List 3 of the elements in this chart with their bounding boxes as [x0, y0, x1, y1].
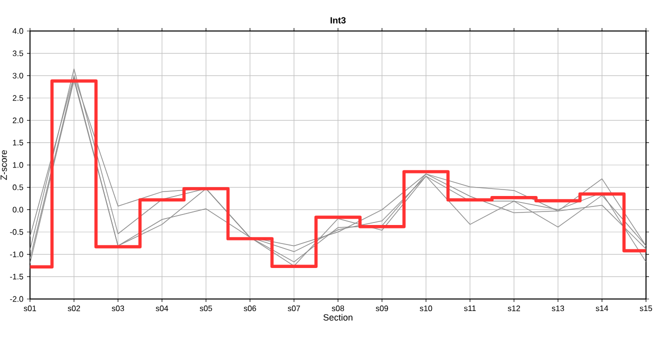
x-axis-title: Section: [323, 314, 352, 321]
chart-title: Int3: [330, 17, 346, 24]
y-axis-title: Z-score: [0, 150, 7, 180]
